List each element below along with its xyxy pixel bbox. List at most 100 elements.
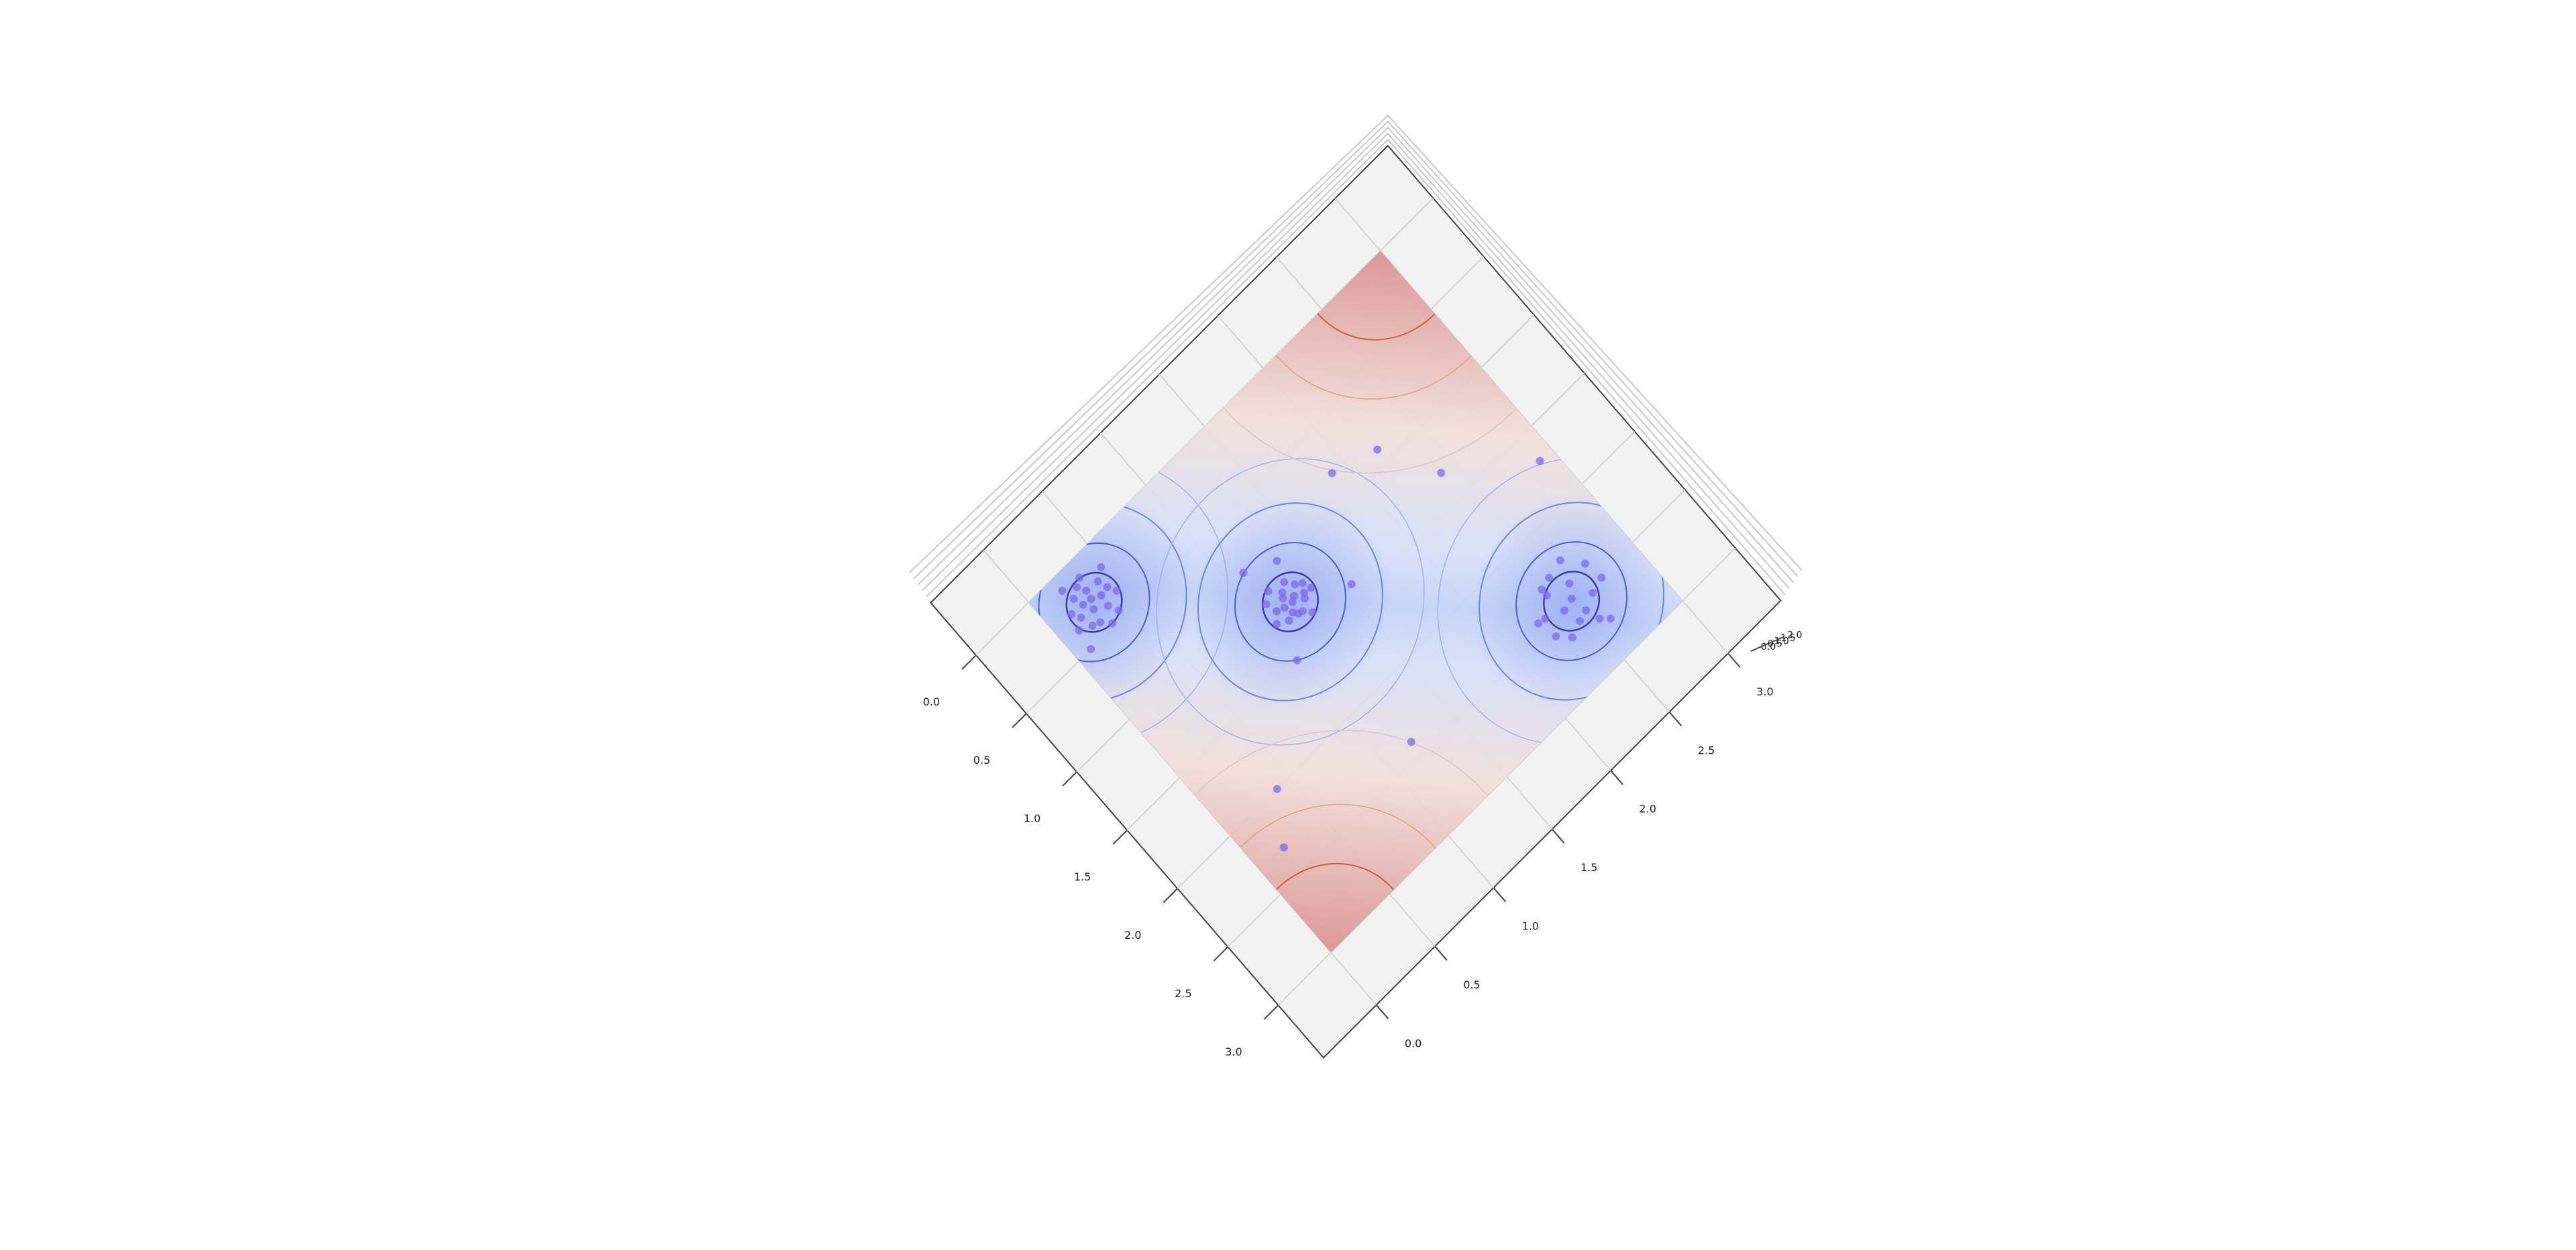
y-tick <box>1434 946 1448 961</box>
scatter-point <box>1373 445 1382 454</box>
scatter-point <box>1437 469 1446 477</box>
z-tick-label: 1.5 <box>1780 633 1795 644</box>
contour <box>906 400 1283 805</box>
scatter-point <box>1580 559 1589 568</box>
x-tick-label: 2.0 <box>1124 929 1141 942</box>
scatter-point <box>1280 604 1289 612</box>
z-tick-label: 0.5 <box>1768 639 1782 650</box>
scatter-point <box>1293 656 1301 665</box>
scatter-point <box>1300 594 1309 603</box>
y-tick-label: 1.5 <box>1580 861 1597 874</box>
scatter-point <box>1582 606 1591 615</box>
scatter-point <box>1565 579 1574 588</box>
x-tick <box>1263 1005 1279 1020</box>
scatter-point <box>1289 591 1298 600</box>
y-tick <box>1551 828 1565 844</box>
contour <box>1212 518 1368 686</box>
scatter-point <box>1568 633 1576 642</box>
pane-edge <box>909 114 1803 573</box>
scatter-point <box>1294 609 1303 618</box>
x-tick-label: 1.5 <box>1074 870 1091 883</box>
scatter-point <box>1545 573 1554 582</box>
scatter-point <box>1088 622 1097 630</box>
x-tick <box>1213 946 1228 962</box>
contour <box>1251 560 1329 644</box>
y-tick-label: 2.0 <box>1639 803 1656 815</box>
y-tick <box>1375 1004 1389 1020</box>
scatter-point <box>1093 577 1102 585</box>
x-tick <box>961 655 977 670</box>
x-tick-label: 0.5 <box>973 754 990 766</box>
scatter-point <box>1278 588 1287 597</box>
scatter-point <box>1407 738 1415 746</box>
y-tick <box>1727 652 1741 668</box>
scatter-point <box>1595 614 1604 623</box>
x-tick-label: 0.0 <box>923 695 940 708</box>
scatter-point <box>1087 644 1095 653</box>
x-tick <box>1112 830 1128 845</box>
y-tick-label: 0.0 <box>1405 1037 1421 1049</box>
contour <box>1088 0 1674 565</box>
scatter-point <box>1308 608 1317 617</box>
z-tick-label: 2.0 <box>1787 630 1802 641</box>
scatter-point <box>1560 606 1568 615</box>
x-tick-label: 3.0 <box>1225 1045 1242 1058</box>
scatter-point <box>1272 607 1281 616</box>
y-tick-label: 2.5 <box>1698 744 1715 756</box>
scatter-point <box>1280 577 1289 586</box>
scatter-point <box>1114 606 1123 615</box>
scatter-point <box>1542 591 1551 600</box>
x-tick-label: 2.5 <box>1175 987 1191 1000</box>
contour <box>1263 125 1497 377</box>
scatter-point <box>1298 579 1307 587</box>
scatter-point <box>1534 619 1543 628</box>
scatter-point <box>1112 586 1121 595</box>
scatter-point <box>1273 557 1281 565</box>
contour <box>1161 462 1421 741</box>
y-tick-label: 3.0 <box>1756 685 1773 698</box>
y-tick <box>1610 770 1623 785</box>
y-tick <box>1493 887 1507 903</box>
scatter-point <box>1307 583 1316 592</box>
scatter-point <box>1597 573 1606 582</box>
contour <box>1493 518 1650 685</box>
x-tick <box>1062 771 1077 787</box>
scatter-point <box>1103 583 1112 591</box>
scatter-point <box>1104 602 1112 610</box>
scatter-point <box>1299 588 1308 597</box>
scatter-point <box>1273 620 1281 628</box>
scatter-point <box>1279 843 1288 852</box>
pane-edge <box>926 138 1786 598</box>
scatter-point <box>1067 610 1076 618</box>
scatter-point <box>1576 617 1585 626</box>
scatter-point <box>1072 583 1081 591</box>
scatter-point <box>1075 573 1084 582</box>
scatter-point <box>1097 563 1106 571</box>
x-tick-label: 1.0 <box>1024 812 1040 825</box>
y-tick-label: 0.5 <box>1463 978 1480 991</box>
scatter-point <box>1536 457 1544 465</box>
pane-edge <box>917 126 1794 585</box>
z-tick <box>1750 647 1758 652</box>
scatter-point <box>1069 595 1078 604</box>
scatter-point <box>1262 600 1271 609</box>
z-tick <box>1777 636 1784 640</box>
scatter-point <box>1089 605 1098 614</box>
scatter-point <box>1239 569 1248 577</box>
scatter-point <box>1291 580 1299 589</box>
scatter-point <box>1538 585 1546 594</box>
scatter-point <box>1273 785 1281 793</box>
z-tick <box>1770 639 1778 643</box>
scatter-point <box>1541 614 1550 623</box>
scatter-point <box>1606 614 1615 623</box>
pane-edge <box>913 120 1799 579</box>
scatter-point <box>1567 594 1576 603</box>
scatter-point <box>1589 589 1597 598</box>
scatter-point <box>1264 587 1273 595</box>
scatter-point <box>1082 586 1091 595</box>
scatter-point <box>1556 556 1564 565</box>
y-tick-label: 1.0 <box>1522 920 1539 933</box>
x-tick <box>1163 888 1178 903</box>
scatter-point <box>1285 616 1293 625</box>
